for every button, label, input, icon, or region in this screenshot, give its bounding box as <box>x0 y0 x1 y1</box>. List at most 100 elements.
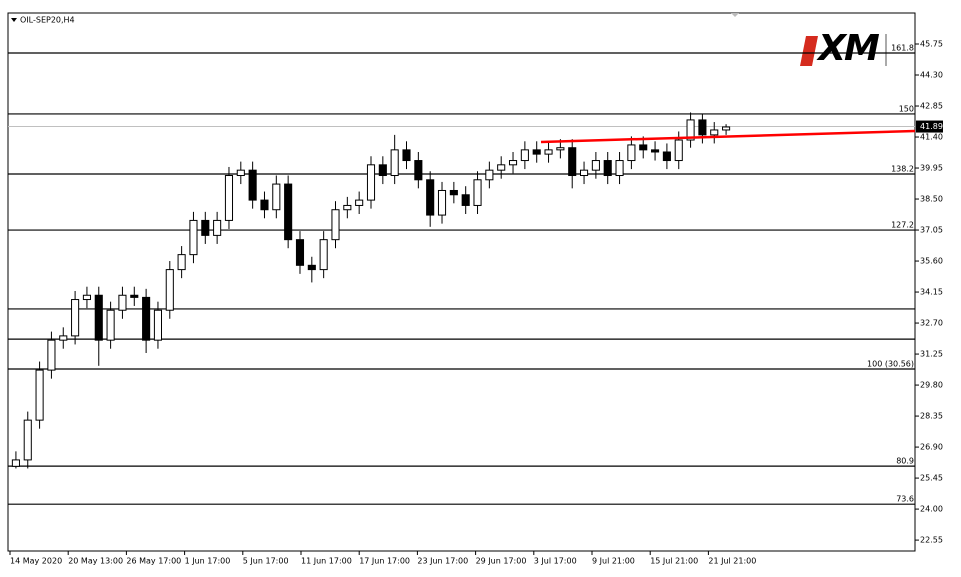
fib-label: 150 <box>899 104 914 113</box>
candle-body <box>426 179 435 216</box>
candle-body <box>473 179 482 206</box>
y-tick-label: 37.05 <box>920 226 943 235</box>
fib-label: 80.9 <box>896 457 914 466</box>
fib-label: 161.8 <box>891 43 914 52</box>
candle-body <box>236 169 245 177</box>
candle-body <box>485 169 494 181</box>
x-tick-label: 3 Jul 17:00 <box>534 557 577 566</box>
x-tick-label: 5 Jun 17:00 <box>243 557 289 566</box>
x-tick-label: 15 Jul 21:00 <box>650 557 698 566</box>
candle-body <box>639 144 648 151</box>
y-tick-label: 31.25 <box>920 350 943 359</box>
candle-body <box>23 419 32 461</box>
candle-body <box>201 219 210 236</box>
y-tick-label: 35.60 <box>920 257 943 266</box>
candle-body <box>71 299 80 337</box>
candle-body <box>260 199 269 211</box>
x-tick-label: 1 Jun 17:00 <box>185 557 231 566</box>
last-price-tag <box>916 120 943 133</box>
y-tick-label: 39.95 <box>920 164 943 173</box>
x-tick-label: 21 Jul 21:00 <box>708 557 756 566</box>
candle-body <box>59 335 68 341</box>
fib-label: 100 (30.56) <box>867 360 914 369</box>
menu-triangle <box>11 18 17 22</box>
candle-body <box>224 175 234 221</box>
fib-label: 73.6 <box>896 495 914 504</box>
last-price-label: 41.89 <box>920 122 943 131</box>
candle-body <box>47 339 56 371</box>
candle-body <box>437 189 447 216</box>
y-tick-label: 24.00 <box>920 505 943 514</box>
candle-body <box>497 164 506 171</box>
candle-body <box>307 264 316 271</box>
candle-body <box>710 129 719 136</box>
candle-body <box>35 369 44 421</box>
x-tick-label: 14 May 2020 <box>10 557 62 566</box>
x-tick-label: 20 May 13:00 <box>68 557 123 566</box>
y-tick-label: 44.30 <box>920 71 943 80</box>
x-tick-label: 11 Jun 17:00 <box>301 557 352 566</box>
candle-body <box>402 149 411 162</box>
candle-body <box>248 169 257 201</box>
candle-body <box>520 149 529 162</box>
fib-label: 127.2 <box>891 221 914 230</box>
candle-body <box>272 183 281 211</box>
candle-body <box>568 147 577 177</box>
candle-body <box>686 119 695 141</box>
candle-body <box>284 183 293 241</box>
candle-body <box>390 149 399 177</box>
candle-body <box>153 309 163 341</box>
candle-body <box>662 151 671 162</box>
candle-body <box>213 219 222 236</box>
y-tick-label: 45.75 <box>920 40 943 49</box>
chart-title: OIL-SEP20,H4 <box>20 16 75 25</box>
shift-marker <box>731 13 739 17</box>
candle-body <box>591 160 600 171</box>
candle-body <box>343 204 352 211</box>
x-tick-label: 9 Jul 21:00 <box>592 557 635 566</box>
candle-body <box>508 160 518 166</box>
y-tick-label: 41.40 <box>920 133 943 142</box>
candle-body <box>177 254 186 271</box>
y-tick-label: 26.90 <box>920 443 943 452</box>
y-tick-label: 22.55 <box>920 536 943 545</box>
candle-body <box>165 269 174 311</box>
candle-body <box>94 294 103 341</box>
y-tick-label: 42.85 <box>920 102 943 111</box>
candle-body <box>331 209 340 241</box>
x-tick-label: 29 Jun 17:00 <box>476 557 527 566</box>
candle-body <box>544 149 553 155</box>
x-tick-label: 17 Jun 17:00 <box>359 557 410 566</box>
candle-body <box>461 194 470 206</box>
candle-body <box>106 309 115 341</box>
candle-body <box>698 119 707 136</box>
candle-body <box>615 160 624 177</box>
x-tick-label: 26 May 17:00 <box>126 557 181 566</box>
x-tick-label: 23 Jun 17:00 <box>417 557 468 566</box>
candle-body <box>319 239 328 271</box>
y-tick-label: 28.35 <box>920 412 943 421</box>
candle-body <box>11 459 20 467</box>
candle-body <box>651 149 660 153</box>
y-tick-label: 29.80 <box>920 381 943 390</box>
candle-body <box>130 294 139 298</box>
logo-text: XM <box>816 28 880 69</box>
candle-body <box>532 149 541 155</box>
candle-body <box>142 296 151 341</box>
candle-body <box>366 164 376 201</box>
y-tick-label: 38.50 <box>920 195 943 204</box>
logo: XM <box>800 28 887 69</box>
candle-body <box>449 189 458 196</box>
candle-body <box>189 219 198 256</box>
trendline <box>540 129 916 144</box>
candle-body <box>82 294 91 301</box>
plot-frame <box>7 12 916 552</box>
candle-body <box>414 160 423 181</box>
candle-body <box>295 239 305 266</box>
candle-body <box>627 144 636 162</box>
candle-body <box>674 139 683 162</box>
candle-body <box>118 294 127 311</box>
candle-body <box>378 164 387 177</box>
